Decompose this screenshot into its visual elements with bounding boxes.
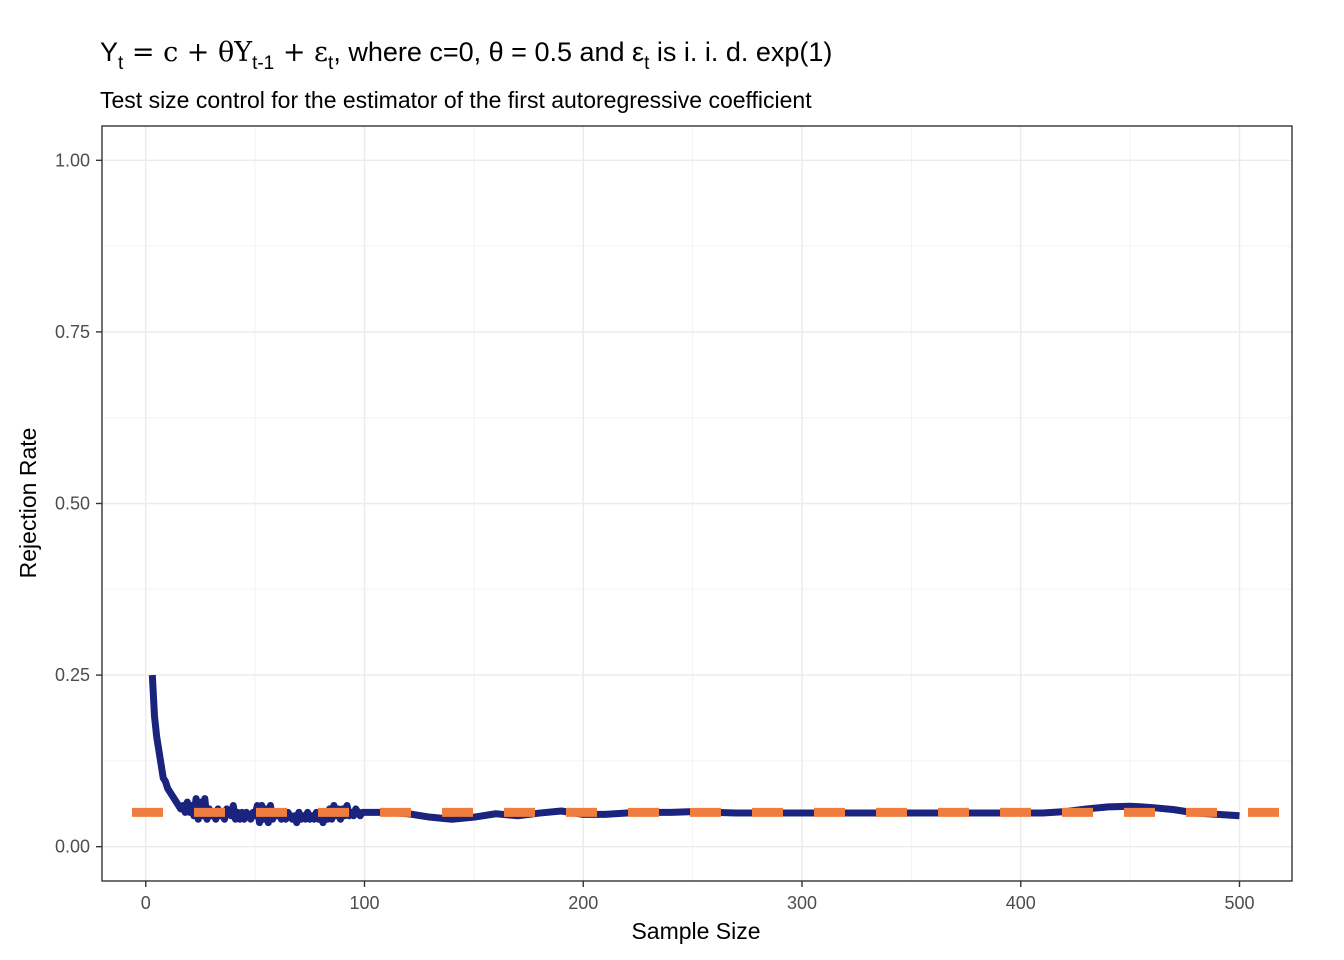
y-tick-label: 0.75 — [55, 322, 90, 342]
y-tick-label: 1.00 — [55, 150, 90, 170]
y-tick-label: 0.50 — [55, 494, 90, 514]
x-tick-label: 300 — [787, 893, 817, 913]
x-axis: 0 100 200 300 400 500 — [141, 881, 1255, 913]
y-tick-label: 0.00 — [55, 837, 90, 857]
x-tick-label: 100 — [349, 893, 379, 913]
x-tick-label: 200 — [568, 893, 598, 913]
y-axis-title: Rejection Rate — [15, 428, 41, 579]
x-tick-label: 500 — [1224, 893, 1254, 913]
chart-title: Yt = c + θYt-1 + εt, where c=0, θ = 0.5 … — [100, 37, 832, 74]
chart-subtitle: Test size control for the estimator of t… — [100, 87, 812, 113]
x-axis-title: Sample Size — [631, 918, 760, 944]
x-tick-label: 400 — [1006, 893, 1036, 913]
y-axis: 0.00 0.25 0.50 0.75 1.00 — [55, 150, 102, 857]
series-layer — [102, 674, 1292, 827]
y-tick-label: 0.25 — [55, 665, 90, 685]
grid-major — [102, 126, 1292, 881]
x-tick-label: 0 — [141, 893, 151, 913]
